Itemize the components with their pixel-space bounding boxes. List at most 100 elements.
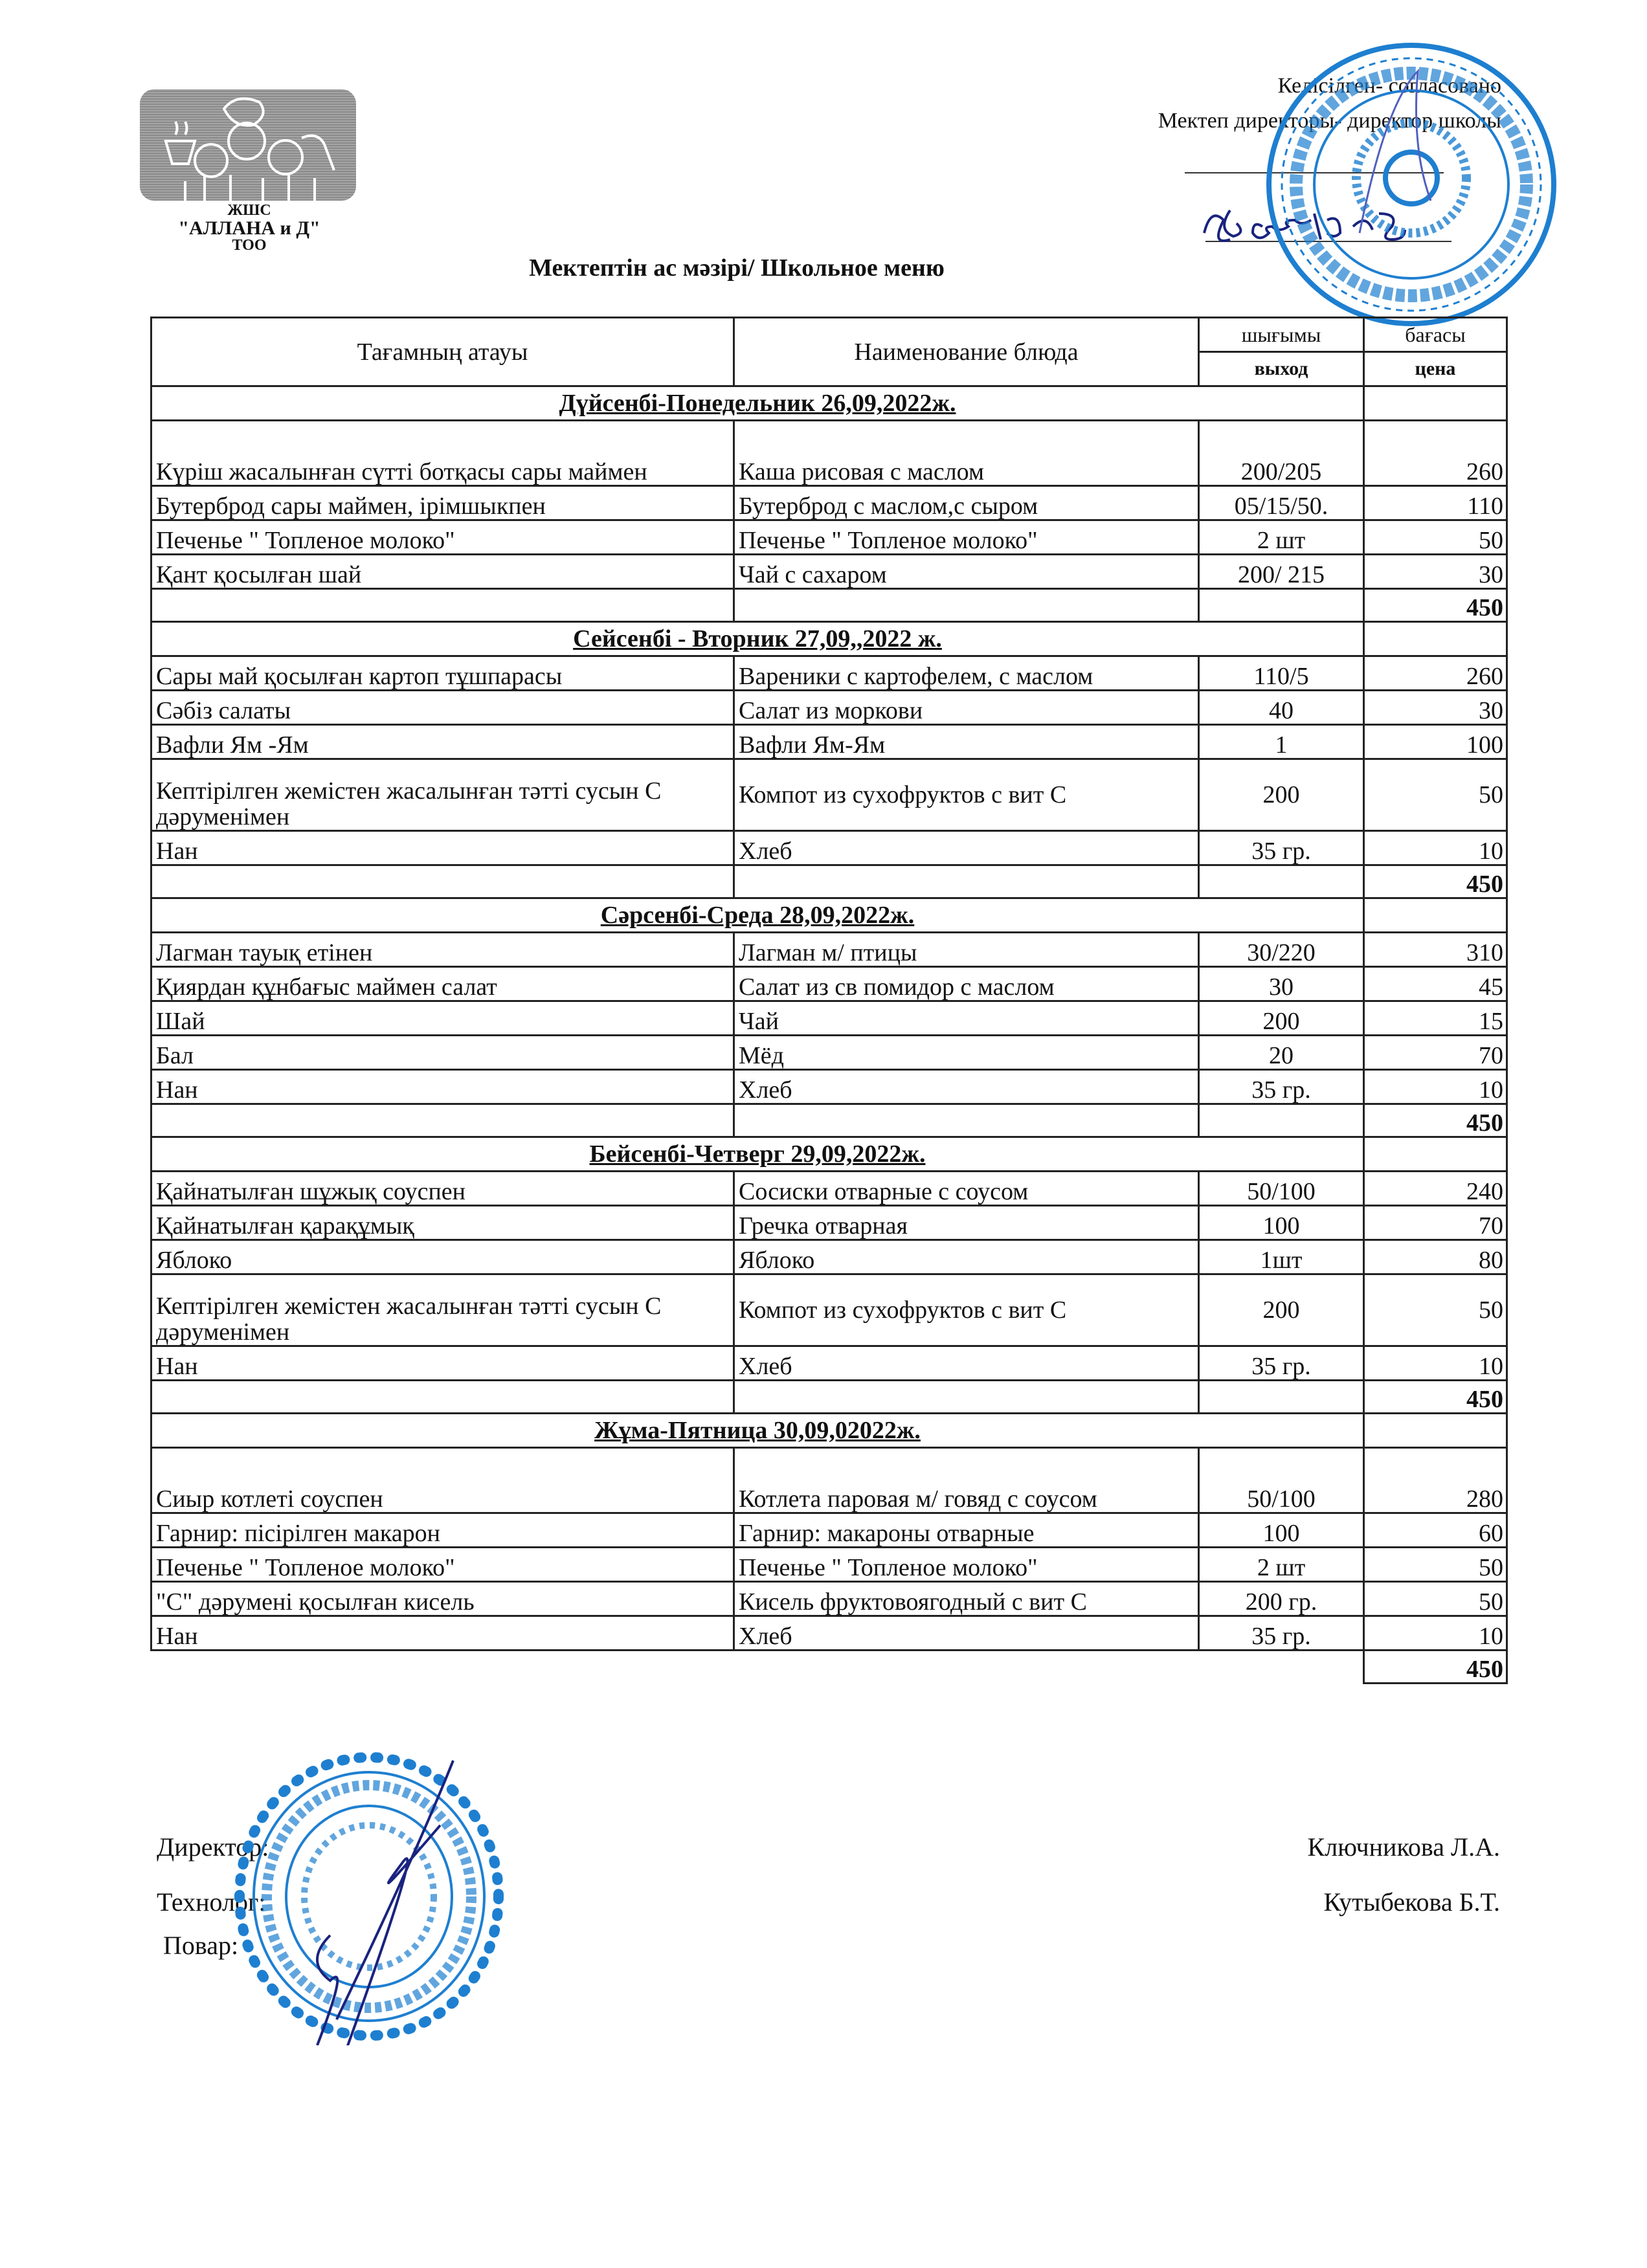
dish-price: 50 — [1363, 1581, 1508, 1617]
dish-price: 50 — [1363, 1273, 1508, 1347]
menu-row: Сәбіз салаты Салат из моркови 40 30 — [150, 689, 1508, 726]
dish-name-kz: Кептірілген жемістен жасалынған тәтті су… — [150, 758, 735, 832]
empty-cell — [1363, 621, 1508, 657]
dish-output: 200 гр. — [1198, 1581, 1365, 1617]
dish-output: 110/5 — [1198, 655, 1365, 691]
menu-table: Тағамның атауы Наименование блюда шығымы… — [150, 317, 1508, 1684]
day-header-row: Сәрсенбі-Среда 28,09,2022ж. — [150, 897, 1508, 933]
dish-name-ru: Печенье " Топленое молоко" — [733, 1546, 1200, 1583]
dish-price: 30 — [1363, 689, 1508, 726]
dish-name-ru: Салат из св помидор с маслом — [733, 966, 1200, 1002]
company-logo — [140, 89, 356, 201]
empty-cell — [150, 588, 735, 623]
empty-cell — [734, 1651, 1199, 1684]
dish-output: 2 шт — [1198, 1546, 1365, 1583]
day-header-row: Бейсенбі-Четверг 29,09,2022ж. — [150, 1136, 1508, 1172]
dish-price: 50 — [1363, 519, 1508, 555]
company-stamp — [234, 1752, 504, 2045]
dish-name-kz: Сиыр котлеті соуспен — [150, 1447, 735, 1514]
dish-name-kz: Күріш жасалынған сүтті ботқасы сары майм… — [150, 419, 735, 487]
dish-name-kz: Яблоко — [150, 1239, 735, 1275]
dish-name-kz: Гарнир: пісірілген макарон — [150, 1512, 735, 1548]
header-output-kz: шығымы — [1198, 317, 1365, 353]
menu-row: Печенье " Топленое молоко" Печенье " Топл… — [150, 519, 1508, 555]
dish-name-kz: Шай — [150, 1000, 735, 1036]
dish-name-ru: Каша рисовая с маслом — [733, 419, 1200, 487]
menu-row: Сиыр котлеті соуспен Котлета паровая м/ г… — [150, 1447, 1508, 1514]
empty-cell — [1199, 1651, 1364, 1684]
day-total: 450 — [1363, 1649, 1508, 1684]
day-header: Сейсенбі - Вторник 27,09,,2022 ж. — [150, 621, 1365, 657]
dish-name-kz: Сары май қосылған картоп тұшпарасы — [150, 655, 735, 691]
empty-cell — [1198, 1103, 1365, 1138]
dish-name-ru: Гарнир: макароны отварные — [733, 1512, 1200, 1548]
header-price-ru: цена — [1363, 351, 1508, 387]
director-name: Ключникова Л.А. — [1307, 1832, 1500, 1862]
dish-name-kz: Қайнатылған шұжық соуспен — [150, 1170, 735, 1206]
dish-output: 35 гр. — [1198, 830, 1365, 866]
day-header: Бейсенбі-Четверг 29,09,2022ж. — [150, 1136, 1365, 1172]
dish-price: 110 — [1363, 485, 1508, 521]
day-header-row: Дүйсенбі-Понедельник 26,09,2022ж. — [150, 385, 1508, 421]
dish-output: 200/205 — [1198, 419, 1365, 487]
empty-cell — [1363, 1412, 1508, 1449]
day-total-row: 450 — [150, 1379, 1508, 1414]
empty-cell — [150, 1379, 735, 1414]
dish-name-kz: Сәбіз салаты — [150, 689, 735, 726]
day-total: 450 — [1363, 1379, 1508, 1414]
dish-price: 60 — [1363, 1512, 1508, 1548]
header-ru-name: Наименование блюда — [733, 317, 1200, 387]
menu-row: "С" дәрумені қосылған кисель Кисель фрукт… — [150, 1581, 1508, 1617]
dish-output: 35 гр. — [1198, 1615, 1365, 1651]
empty-cell — [733, 588, 1200, 623]
dish-price: 30 — [1363, 553, 1508, 590]
empty-cell — [733, 1379, 1200, 1414]
dish-price: 80 — [1363, 1239, 1508, 1275]
day-total-row: 450 — [150, 864, 1508, 899]
menu-row: Қайнатылған қарақұмық Гречка отварная 100 7… — [150, 1205, 1508, 1241]
dish-output: 20 — [1198, 1034, 1365, 1071]
dish-output: 200 — [1198, 1273, 1365, 1347]
day-total-row: 450 — [150, 588, 1508, 623]
dish-name-kz: Бал — [150, 1034, 735, 1071]
dish-name-kz: "С" дәрумені қосылған кисель — [150, 1581, 735, 1617]
menu-row: Гарнир: пісірілген макарон Гарнир: макаро… — [150, 1512, 1508, 1548]
day-total-row: 450 — [150, 1103, 1508, 1138]
header-kz-name: Тағамның атауы — [150, 317, 735, 387]
dish-price: 50 — [1363, 758, 1508, 832]
dish-price: 10 — [1363, 1069, 1508, 1105]
dish-output: 1шт — [1198, 1239, 1365, 1275]
dish-name-ru: Хлеб — [733, 1345, 1200, 1381]
technologist-name: Кутыбекова Б.Т. — [1323, 1887, 1500, 1917]
dish-name-ru: Сосиски отварные с соусом — [733, 1170, 1200, 1206]
dish-output: 100 — [1198, 1205, 1365, 1241]
day-total: 450 — [1363, 588, 1508, 623]
menu-row: Нан Хлеб 35 гр. 10 — [150, 1615, 1508, 1651]
dish-name-ru: Хлеб — [733, 830, 1200, 866]
menu-row: Шай Чай 200 15 — [150, 1000, 1508, 1036]
company-name: ЖШС "АЛЛАНА и Д" ТОО — [104, 202, 395, 254]
dish-name-ru: Гречка отварная — [733, 1205, 1200, 1241]
menu-row: Печенье " Топленое молоко" Печенье " Топл… — [150, 1546, 1508, 1583]
menu-row: Бал Мёд 20 70 — [150, 1034, 1508, 1071]
dish-price: 310 — [1363, 931, 1508, 968]
technologist-label: Технолог: — [157, 1887, 266, 1917]
dish-output: 1 — [1198, 724, 1365, 760]
dish-name-ru: Лагман м/ птицы — [733, 931, 1200, 968]
empty-cell — [1198, 588, 1365, 623]
menu-row: Нан Хлеб 35 гр. 10 — [150, 1069, 1508, 1105]
company-type-kz: ЖШС — [227, 202, 271, 219]
dish-price: 280 — [1363, 1447, 1508, 1514]
dish-output: 2 шт — [1198, 519, 1365, 555]
empty-cell — [150, 864, 735, 899]
dish-name-ru: Вареники с картофелем, с маслом — [733, 655, 1200, 691]
dish-output: 100 — [1198, 1512, 1365, 1548]
company-type-ru: ТОО — [232, 237, 267, 254]
empty-cell — [150, 1103, 735, 1138]
dish-name-kz: Нан — [150, 1345, 735, 1381]
day-header-row: Сейсенбі - Вторник 27,09,,2022 ж. — [150, 621, 1508, 657]
dish-price: 100 — [1363, 724, 1508, 760]
cook-label: Повар: — [163, 1931, 239, 1960]
dish-output: 30 — [1198, 966, 1365, 1002]
dish-name-ru: Хлеб — [733, 1615, 1200, 1651]
